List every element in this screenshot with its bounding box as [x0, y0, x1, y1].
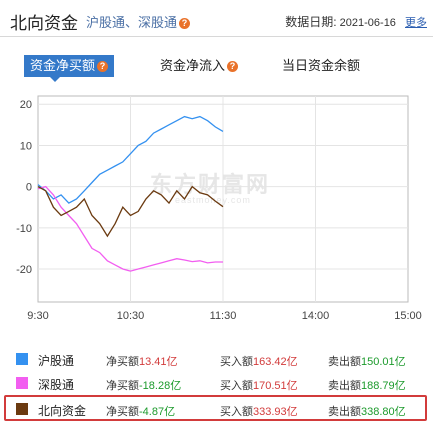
page-title: 北向资金: [10, 14, 78, 33]
net-buy: 净买额-18.28亿: [106, 380, 182, 392]
y-tick-label: 0: [26, 182, 32, 194]
help-icon[interactable]: ?: [97, 61, 109, 72]
legend-row-shenzhen[interactable]: 深股通 净买额-18.28亿 买入额170.51亿 卖出额188.79亿: [6, 371, 427, 395]
date-value: 2021-06-16: [339, 17, 396, 29]
active-tab-pointer: [50, 77, 60, 82]
net-buy: 净买额-4.87亿: [106, 406, 176, 418]
tab-label: 当日资金余额: [282, 58, 361, 73]
net-buy-value: 13.41亿: [139, 356, 178, 368]
tab-label: 资金净流入: [160, 58, 226, 73]
link-separator: 、: [125, 15, 139, 30]
buy-amount: 买入额163.42亿: [220, 356, 298, 368]
date-label: 数据日期:: [285, 15, 337, 29]
net-buy-value: -4.87亿: [139, 406, 176, 418]
x-tick-label: 10:30: [117, 310, 145, 322]
sell-value: 188.79亿: [361, 380, 406, 392]
sell-value: 150.01亿: [361, 356, 406, 368]
series-line: [37, 115, 224, 204]
tab-net-inflow[interactable]: 资金净流入?: [154, 55, 244, 77]
y-tick-label: -10: [16, 223, 32, 235]
sell-amount: 卖出额338.80亿: [328, 406, 406, 418]
legend-table: 沪股通 净买额13.41亿 买入额163.42亿 卖出额150.01亿 深股通 …: [4, 347, 427, 421]
series-color-swatch: [16, 353, 28, 365]
buy-value: 333.93亿: [253, 406, 298, 418]
watermark-logo: 东方财富网: [150, 172, 271, 197]
buy-amount: 买入额170.51亿: [220, 380, 298, 392]
tab-label: 资金净买额: [30, 58, 96, 73]
line-chart: 20 10 0 -10 -20 9:30 10:30 11:30 14:00 15:00: [16, 95, 422, 322]
x-tick-label: 11:30: [210, 310, 237, 322]
y-tick-label: 20: [20, 99, 32, 111]
header: 北向资金 沪股通、深股通? 数据日期: 2021-06-16 更多: [0, 0, 433, 36]
series-color-swatch: [16, 377, 28, 389]
tab-net-buy[interactable]: 资金净买额?: [24, 55, 115, 77]
series-line: [37, 185, 224, 238]
y-tick-label: -20: [16, 264, 32, 276]
series-name: 深股通: [38, 378, 75, 392]
watermark-url: eastmoney.com: [175, 195, 251, 205]
series-color-swatch: [16, 403, 28, 415]
help-icon[interactable]: ?: [179, 18, 191, 29]
flow-chart: 东方财富网 eastmoney.com 20 10 0 -10 -20 9:30 10:30…: [0, 84, 433, 324]
buy-value: 163.42亿: [253, 356, 298, 368]
divider: [0, 36, 433, 37]
sell-amount: 卖出额150.01亿: [328, 356, 406, 368]
market-links: 沪股通、深股通?: [86, 12, 191, 31]
series-name: 北向资金: [38, 404, 87, 418]
tab-daily-balance[interactable]: 当日资金余额: [276, 55, 366, 77]
y-tick-label: 10: [20, 140, 32, 152]
x-tick-label: 9:30: [27, 310, 48, 322]
data-date: 数据日期: 2021-06-16 更多: [285, 13, 427, 30]
legend-row-shanghai[interactable]: 沪股通 净买额13.41亿 买入额163.42亿 卖出额150.01亿: [6, 347, 427, 371]
x-tick-label: 15:00: [394, 310, 422, 322]
series-name: 沪股通: [38, 354, 75, 368]
buy-value: 170.51亿: [253, 380, 298, 392]
help-icon[interactable]: ?: [227, 61, 239, 72]
net-buy-value: -18.28亿: [139, 380, 182, 392]
link-shanghai-connect[interactable]: 沪股通: [86, 15, 126, 30]
sell-amount: 卖出额188.79亿: [328, 380, 406, 392]
series-line: [37, 185, 223, 272]
x-tick-label: 14:00: [302, 310, 330, 322]
sell-value: 338.80亿: [361, 406, 406, 418]
legend-row-northbound[interactable]: 北向资金 净买额-4.87亿 买入额333.93亿 卖出额338.80亿: [4, 395, 427, 421]
buy-amount: 买入额333.93亿: [220, 406, 298, 418]
link-shenzhen-connect[interactable]: 深股通: [138, 15, 178, 30]
more-link[interactable]: 更多: [405, 17, 427, 29]
net-buy: 净买额13.41亿: [106, 356, 178, 368]
